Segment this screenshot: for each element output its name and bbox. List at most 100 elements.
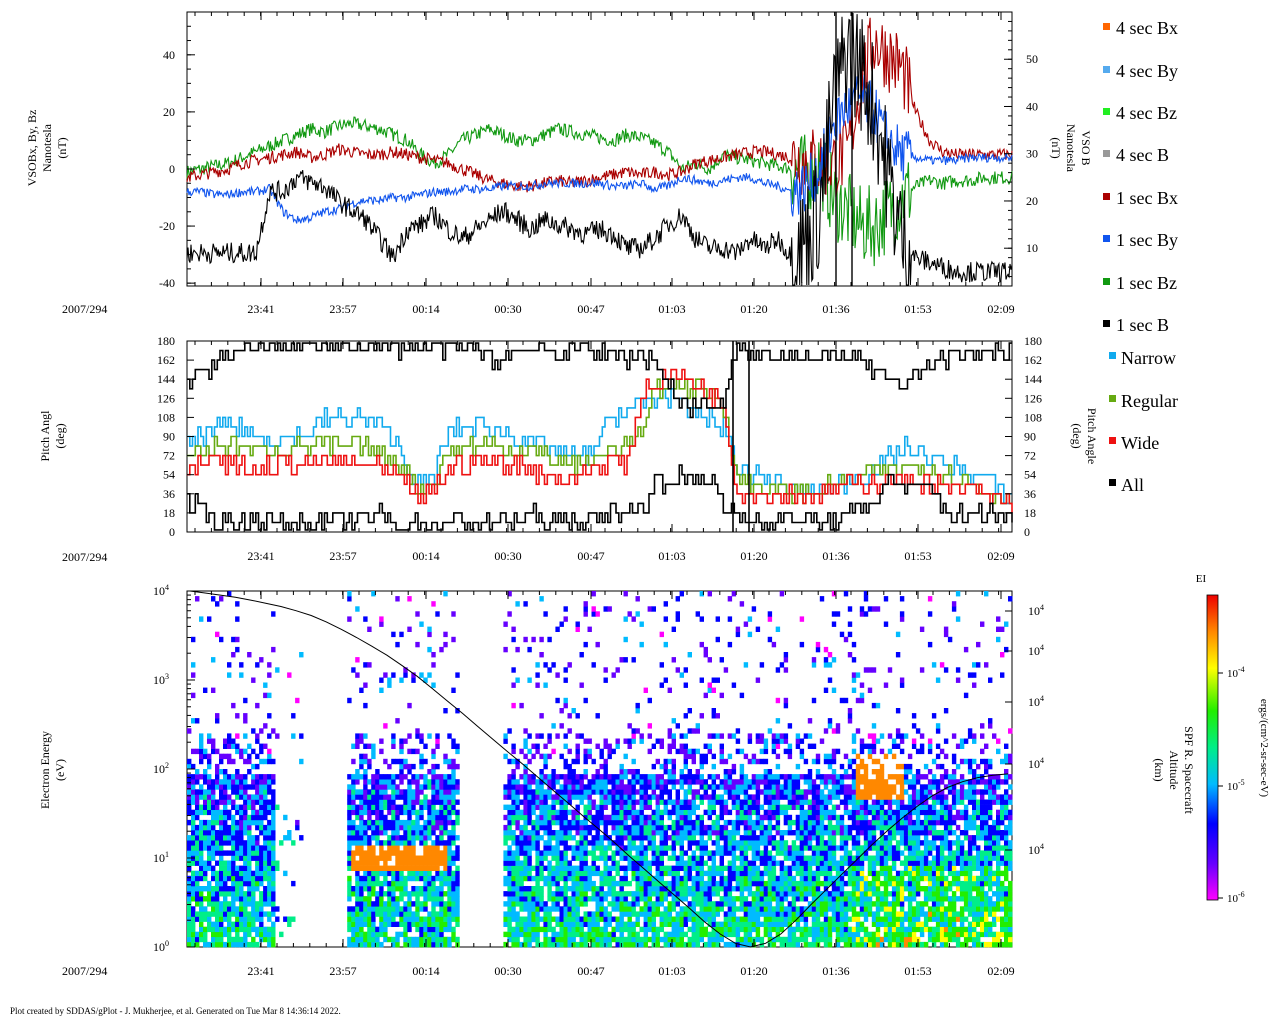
spectrogram-cell bbox=[359, 855, 364, 861]
spectrogram-cell bbox=[351, 784, 356, 790]
spectrogram-cell bbox=[507, 911, 512, 917]
spectrogram-cell bbox=[651, 936, 656, 943]
spectrogram-cell bbox=[359, 840, 364, 846]
spectrogram-cell bbox=[375, 896, 380, 902]
spectrogram-cell bbox=[271, 901, 276, 907]
spectrogram-cell bbox=[827, 880, 833, 887]
spectrogram-cell bbox=[743, 926, 749, 933]
spectrogram-cell bbox=[539, 799, 544, 805]
spectrogram-cell bbox=[755, 804, 761, 810]
spectrogram-cell bbox=[643, 906, 648, 912]
spectrogram-cell bbox=[271, 941, 276, 948]
spectrogram-cell bbox=[211, 865, 216, 871]
spectrogram-cell bbox=[255, 809, 260, 816]
spectrogram-cell bbox=[679, 784, 684, 790]
spectrogram-cell bbox=[571, 926, 576, 933]
spectrogram-cell bbox=[831, 728, 837, 734]
spectrogram-cell bbox=[679, 936, 684, 943]
spectrogram-cell bbox=[727, 931, 733, 938]
spectrogram-cell bbox=[255, 875, 260, 882]
spectrogram-cell bbox=[687, 830, 692, 836]
spectrogram-cell bbox=[439, 916, 444, 922]
spectrogram-cell bbox=[759, 855, 765, 861]
spectrogram-cell bbox=[535, 733, 540, 739]
spectrogram-cell bbox=[827, 794, 833, 800]
spectrogram-cell bbox=[603, 941, 608, 948]
spectrogram-cell bbox=[451, 687, 456, 693]
spectrogram-cell bbox=[643, 789, 648, 795]
spectrogram-cell bbox=[379, 850, 384, 856]
spectrogram-cell bbox=[695, 748, 700, 755]
spectrogram-cell bbox=[583, 769, 588, 775]
spectrogram-cell bbox=[751, 921, 757, 927]
spectrogram-cell bbox=[587, 840, 592, 846]
spectrogram-cell bbox=[355, 824, 360, 831]
spectrogram-cell bbox=[187, 804, 192, 810]
spectrogram-cell bbox=[275, 860, 280, 866]
spectrogram-cell bbox=[683, 870, 688, 877]
spectrogram-cell bbox=[719, 733, 724, 739]
spectrogram-cell bbox=[671, 657, 676, 663]
spectrogram-cell bbox=[515, 870, 520, 877]
spectrogram-cell bbox=[807, 718, 813, 724]
spectrogram-cell bbox=[719, 926, 724, 933]
spectrogram-cell bbox=[739, 748, 745, 755]
spectrogram-cell bbox=[435, 870, 440, 877]
spectrogram-cell bbox=[427, 870, 432, 877]
spectrogram-cell bbox=[267, 774, 272, 780]
spectrogram-cell bbox=[583, 860, 588, 866]
spectrogram-cell bbox=[735, 855, 741, 861]
spectrogram-cell bbox=[195, 850, 200, 856]
spectrogram-cell bbox=[263, 835, 268, 841]
spectrogram-cell bbox=[379, 845, 384, 851]
spectrogram-cell bbox=[627, 936, 632, 943]
spectrogram-cell bbox=[263, 830, 268, 836]
spectrogram-cell bbox=[239, 835, 244, 841]
spectrogram-cell bbox=[215, 713, 220, 719]
spectrogram-cell bbox=[511, 926, 516, 933]
spectrogram-cell bbox=[663, 896, 668, 902]
spectrogram-cell bbox=[395, 911, 400, 917]
spectrogram-cell bbox=[767, 728, 773, 734]
spectrogram-cell bbox=[235, 789, 240, 795]
spectrogram-cell bbox=[507, 901, 512, 907]
spectrogram-cell bbox=[379, 916, 384, 922]
spectrogram-cell bbox=[803, 936, 809, 943]
spectrogram-cell bbox=[587, 824, 592, 831]
spectrogram-cell bbox=[379, 799, 384, 805]
spectrogram-cell bbox=[663, 916, 668, 922]
spectrogram-cell bbox=[351, 855, 356, 861]
spectrogram-cell bbox=[715, 799, 720, 805]
spectrogram-cell bbox=[271, 921, 276, 927]
spectrogram-cell bbox=[519, 748, 524, 755]
spectrogram-cell bbox=[271, 779, 276, 785]
spectrogram-cell bbox=[255, 860, 260, 866]
spectrogram-cell bbox=[635, 880, 640, 887]
spectrogram-cell bbox=[507, 926, 512, 933]
spectrogram-cell bbox=[199, 758, 204, 765]
spectrogram-cell bbox=[287, 921, 292, 927]
spectrogram-cell bbox=[367, 840, 372, 846]
spectrogram-cell bbox=[799, 855, 805, 861]
spectrogram-cell bbox=[543, 824, 548, 831]
spectrogram-cell bbox=[423, 799, 428, 805]
spectrogram-cell bbox=[623, 830, 628, 836]
spectrogram-cell bbox=[731, 733, 737, 739]
spectrogram-cell bbox=[351, 921, 356, 927]
spectrogram-cell bbox=[675, 880, 680, 887]
spectrogram-cell bbox=[255, 901, 260, 907]
spectrogram-cell bbox=[503, 621, 508, 627]
spectrogram-cell bbox=[635, 911, 640, 917]
spectrogram-cell bbox=[271, 840, 276, 846]
legend-label-4sec-bz: 4 sec Bz bbox=[1116, 103, 1177, 123]
spectrogram-cell bbox=[527, 860, 532, 866]
spectrogram-cell bbox=[711, 830, 716, 836]
spectrogram-cell bbox=[783, 845, 789, 851]
spectrogram-cell bbox=[587, 814, 592, 821]
spectrogram-cell bbox=[347, 804, 352, 810]
spectrogram-cell bbox=[707, 591, 712, 597]
spectrogram-cell bbox=[359, 799, 364, 805]
spectrogram-cell bbox=[735, 941, 741, 948]
spectrogram-cell bbox=[615, 870, 620, 877]
spectrogram-cell bbox=[363, 875, 368, 882]
